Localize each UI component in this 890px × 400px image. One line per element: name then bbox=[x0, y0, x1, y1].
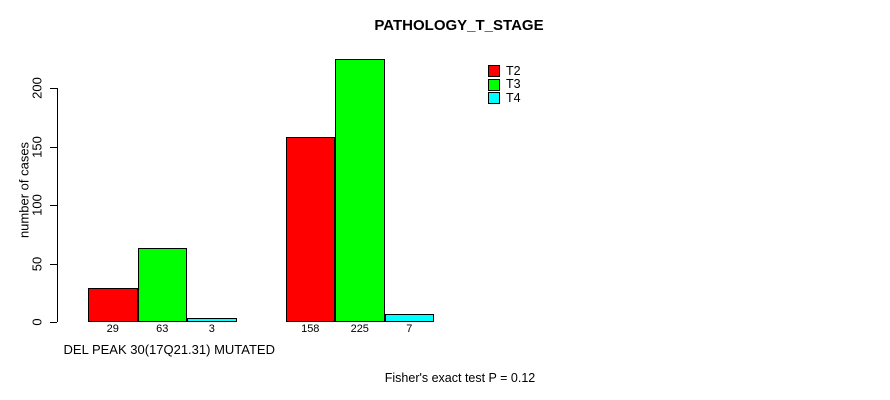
legend-label: T4 bbox=[506, 90, 521, 105]
bar-value-label: 225 bbox=[350, 323, 369, 335]
legend-item: T2 bbox=[488, 64, 521, 78]
bar-value-label: 3 bbox=[208, 323, 215, 335]
y-axis-tick-label: 0 bbox=[29, 318, 44, 326]
bar-t4-group2 bbox=[384, 313, 434, 322]
legend-item: T4 bbox=[488, 91, 521, 105]
y-axis-tick bbox=[50, 88, 57, 89]
legend-label: T3 bbox=[506, 77, 521, 92]
legend-swatch bbox=[488, 78, 500, 91]
legend-label: T2 bbox=[506, 63, 521, 78]
legend-swatch bbox=[488, 92, 500, 105]
y-axis-tick-label: 200 bbox=[29, 77, 44, 99]
bar-t3-group1 bbox=[137, 248, 187, 322]
bar-value-label: 158 bbox=[301, 323, 320, 335]
x-axis-group-label: DEL PEAK 30(17Q21.31) MUTATED bbox=[63, 342, 275, 357]
stat-annotation: Fisher's exact test P = 0.12 bbox=[384, 371, 536, 385]
chart-title: PATHOLOGY_T_STAGE bbox=[374, 17, 544, 34]
bar-value-label: 63 bbox=[156, 323, 169, 335]
bar-t4-group1 bbox=[187, 318, 237, 322]
y-axis-tick bbox=[50, 146, 57, 148]
bar-value-label: 29 bbox=[106, 323, 119, 335]
legend: T2 T3 T4 bbox=[488, 64, 521, 105]
bar-t2-group2 bbox=[285, 137, 335, 322]
legend-item: T3 bbox=[488, 78, 521, 92]
legend-swatch bbox=[488, 64, 500, 77]
y-axis-tick bbox=[50, 263, 57, 265]
y-axis-tick-label: 150 bbox=[29, 135, 44, 158]
y-axis-tick-label: 100 bbox=[29, 194, 44, 216]
y-axis-tick bbox=[50, 322, 57, 323]
y-axis bbox=[57, 88, 58, 322]
y-axis-tick-label: 50 bbox=[29, 256, 44, 271]
bar-value-label: 7 bbox=[406, 323, 413, 335]
bar-t2-group1 bbox=[88, 288, 138, 322]
y-axis-tick bbox=[50, 205, 57, 206]
bar-t3-group2 bbox=[335, 58, 385, 322]
